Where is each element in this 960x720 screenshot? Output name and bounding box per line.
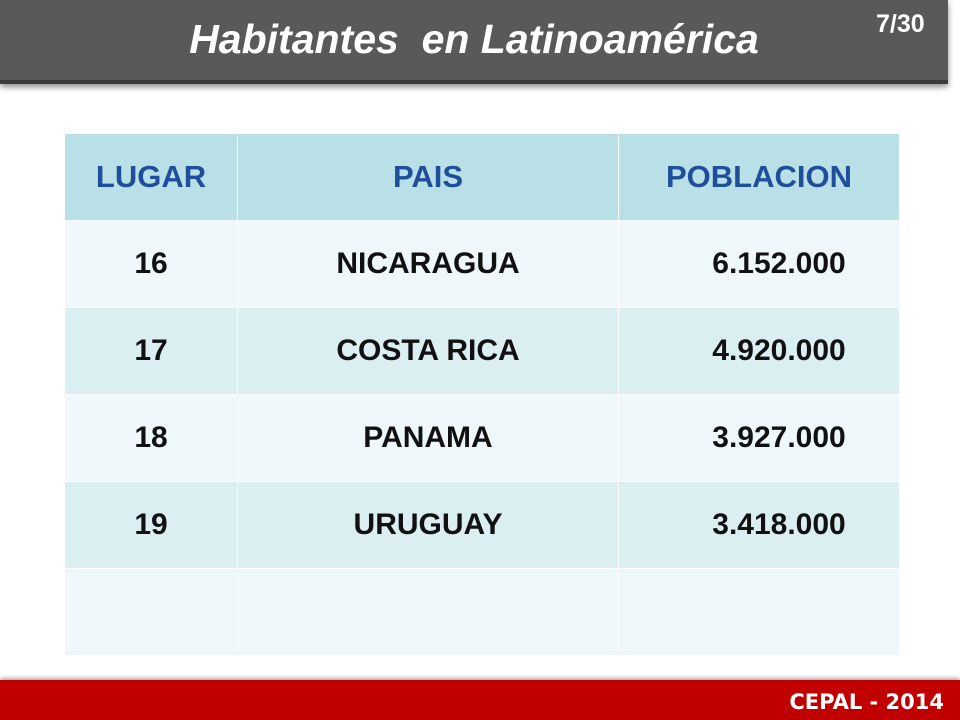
cell-lugar: 17	[64, 307, 238, 395]
table-row: 18 PANAMA 3.927.000	[64, 394, 900, 482]
population-table: LUGAR PAIS POBLACION 16 NICARAGUA 6.152.…	[64, 133, 900, 656]
cell-poblacion: 4.920.000	[618, 307, 900, 395]
cell-poblacion: 3.927.000	[618, 394, 900, 482]
table-header-row: LUGAR PAIS POBLACION	[64, 133, 900, 221]
footer-label: CEPAL - 2014	[789, 690, 944, 714]
cell-lugar: 16	[64, 220, 238, 308]
table-row: 17 COSTA RICA 4.920.000	[64, 307, 900, 395]
cell-pais	[237, 568, 619, 656]
cell-poblacion: 3.418.000	[618, 481, 900, 569]
cell-lugar: 19	[64, 481, 238, 569]
header-pais: PAIS	[237, 133, 619, 221]
cell-poblacion	[618, 568, 900, 656]
cell-lugar: 18	[64, 394, 238, 482]
slide-title: Habitantes en Latinoamérica	[189, 16, 759, 62]
cell-poblacion-value: 3.927.000	[712, 421, 846, 454]
cell-poblacion: 6.152.000	[618, 220, 900, 308]
slide-number: 7/30	[876, 10, 925, 38]
header-lugar: LUGAR	[64, 133, 238, 221]
cell-poblacion-value: 3.418.000	[712, 508, 846, 541]
title-bar: Habitantes en Latinoamérica 7/30	[0, 0, 948, 84]
table-row: 16 NICARAGUA 6.152.000	[64, 220, 900, 308]
cell-pais: COSTA RICA	[237, 307, 619, 395]
header-poblacion: POBLACION	[618, 133, 900, 221]
footer-bar: CEPAL - 2014	[0, 680, 960, 720]
cell-poblacion-value: 6.152.000	[712, 247, 846, 280]
table-row: 19 URUGUAY 3.418.000	[64, 481, 900, 569]
cell-pais: PANAMA	[237, 394, 619, 482]
cell-pais: URUGUAY	[237, 481, 619, 569]
cell-lugar	[64, 568, 238, 656]
cell-pais: NICARAGUA	[237, 220, 619, 308]
table-row-empty	[64, 568, 900, 656]
cell-poblacion-value: 4.920.000	[712, 334, 846, 367]
